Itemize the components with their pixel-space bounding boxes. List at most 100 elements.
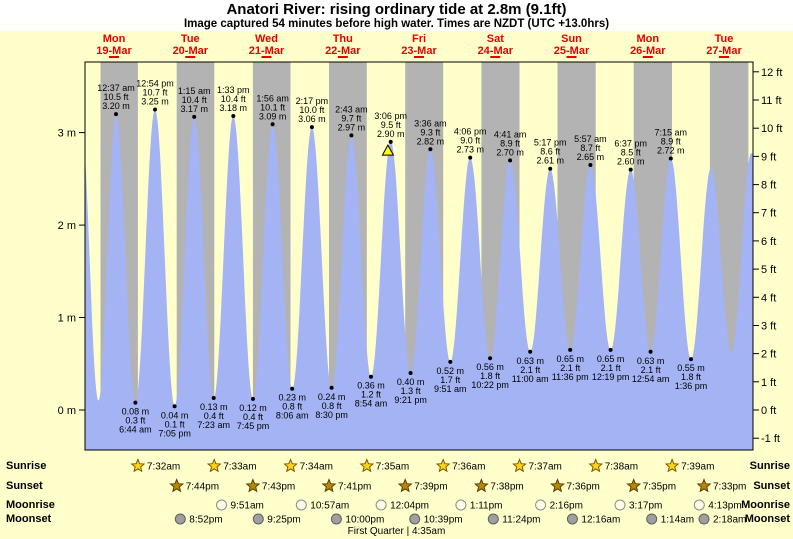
right-axis-label: 10 ft (761, 123, 782, 135)
moonrise-entry: 3:17pm (614, 499, 662, 512)
sunset-time: 7:38pm (490, 482, 523, 493)
low-tide-dot (648, 349, 653, 354)
high-tide-time: 7:15 am (655, 128, 688, 138)
day-date: 22-Mar (325, 45, 361, 57)
high-tide-meters: 3.17 m (180, 104, 208, 114)
sunset-icon (397, 478, 413, 493)
high-tide-meters: 3.06 m (298, 114, 326, 124)
high-tide-annotation: 2:43 am9.7 ft2.97 m (335, 104, 368, 138)
high-tide-time: 3:36 am (414, 118, 447, 128)
high-tide-dot (388, 139, 393, 144)
low-tide-annotation: 0.08 m0.3 ft6:44 am (119, 400, 152, 435)
low-tide-meters: 0.55 m (677, 363, 705, 373)
low-tide-meters: 0.23 m (278, 393, 306, 403)
high-tide-feet: 10.1 ft (260, 102, 286, 112)
right-axis-label: 12 ft (761, 67, 782, 79)
moonset-time: 11:24pm (502, 515, 540, 526)
low-tide-meters: 0.65 m (597, 354, 625, 364)
high-tide-dot (628, 167, 633, 172)
right-axis-label: -1 ft (761, 433, 780, 445)
sunrise-icon (206, 458, 222, 473)
low-tide-annotation: 0.12 m0.4 ft7:45 pm (237, 396, 269, 431)
high-tide-feet: 8.9 ft (500, 138, 521, 148)
high-tide-dot (153, 107, 157, 112)
low-tide-feet: 2.1 ft (560, 363, 581, 373)
high-tide-time: 5:17 pm (534, 138, 567, 148)
high-tide-time: 6:37 pm (614, 139, 647, 149)
sunrise-label-left: Sunrise (6, 460, 47, 472)
high-tide-dot (270, 122, 275, 127)
low-tide-dot (408, 371, 413, 375)
right-axis-label: 11 ft (761, 95, 782, 107)
day-date: 24-Mar (478, 45, 514, 57)
right-axis-label: 1 ft (761, 377, 776, 389)
high-tide-feet: 8.6 ft (540, 147, 561, 157)
high-tide-feet: 10.5 ft (103, 92, 129, 102)
moonset-icon (566, 513, 578, 525)
low-tide-feet: 2.1 ft (520, 365, 541, 375)
high-tide-feet: 10.4 ft (182, 95, 208, 105)
low-tide-time: 8:54 am (355, 399, 388, 409)
moonset-time: 8:52pm (189, 515, 222, 526)
left-axis-label: 1 m (58, 313, 76, 325)
sunrise-entry: 7:39am (664, 458, 714, 473)
day-tick (566, 56, 577, 58)
sunrise-entry: 7:36am (435, 458, 485, 473)
high-tide-time: 2:17 pm (296, 96, 329, 106)
high-tide-meters: 3.25 m (141, 97, 169, 107)
high-tide-feet: 9.7 ft (341, 113, 362, 123)
moonrise-time: 10:57am (310, 501, 349, 512)
high-tide-meters: 2.82 m (417, 136, 445, 146)
day-of-week: Thu (333, 33, 353, 45)
low-tide-meters: 0.04 m (161, 410, 189, 420)
high-tide-dot (588, 163, 593, 167)
sunset-icon (550, 478, 565, 493)
sunset-entry: 7:39pm (397, 478, 448, 493)
high-tide-feet: 10.7 ft (142, 88, 168, 98)
low-tide-time: 6:44 am (119, 425, 152, 435)
high-tide-dot (548, 166, 553, 171)
day-tick (185, 56, 196, 58)
low-tide-meters: 0.08 m (122, 407, 150, 417)
sunset-entry: 7:35pm (626, 478, 676, 493)
low-tide-time: 7:23 am (197, 420, 230, 430)
low-tide-feet: 0.4 ft (243, 412, 264, 422)
high-tide-dot (349, 133, 354, 138)
low-tide-dot (211, 396, 216, 400)
right-axis-label: 7 ft (761, 208, 776, 220)
day-of-week: Mon (636, 33, 659, 45)
low-tide-dot (290, 386, 295, 391)
sunset-label-right: Sunset (753, 480, 790, 492)
low-tide-feet: 1.7 ft (440, 375, 461, 385)
high-tide-time: 12:37 am (97, 83, 135, 93)
high-tide-meters: 2.73 m (456, 145, 484, 155)
left-axis-label: 3 m (58, 128, 76, 140)
low-tide-time: 9:51 am (434, 384, 467, 394)
high-tide-dot (668, 156, 673, 161)
low-tide-feet: 0.8 ft (322, 401, 343, 411)
high-tide-feet: 8.7 ft (580, 143, 601, 153)
moonset-entry: 12:16am (566, 513, 620, 526)
low-tide-annotation: 0.24 m0.8 ft8:30 pm (315, 385, 348, 420)
high-tide-meters: 3.18 m (220, 103, 248, 113)
high-tide-time: 1:56 am (256, 93, 289, 103)
moonset-time: 10:39pm (424, 515, 463, 526)
low-tide-dot (329, 385, 334, 390)
sunset-entry: 7:36pm (550, 478, 600, 493)
moonrise-time: 1:11pm (470, 501, 503, 512)
high-tide-meters: 2.70 m (496, 147, 524, 157)
low-tide-annotation: 0.13 m0.4 ft7:23 am (197, 396, 230, 430)
low-tide-dot (133, 400, 138, 405)
low-tide-annotation: 0.04 m0.1 ft7:05 pm (158, 404, 191, 438)
low-tide-feet: 2.1 ft (601, 363, 622, 373)
high-tide-dot (508, 158, 513, 163)
sunrise-time: 7:36am (452, 462, 485, 473)
